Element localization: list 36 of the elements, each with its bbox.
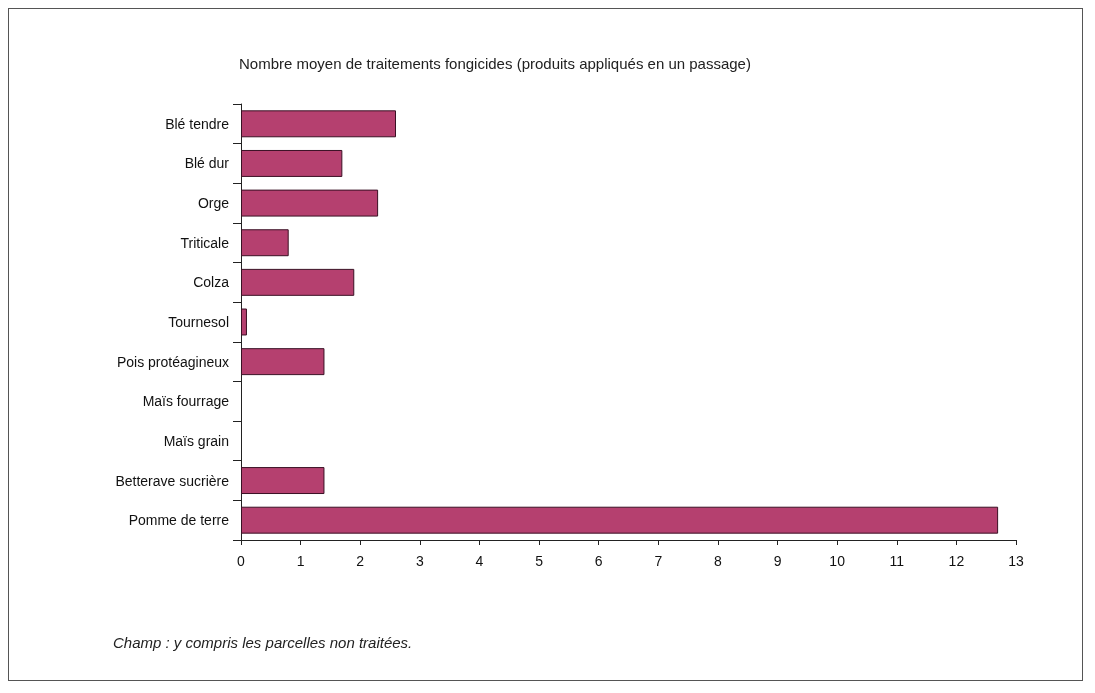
x-tick-label: 7 [654, 553, 663, 569]
y-tick-label: Maïs grain [163, 432, 229, 449]
chart-title: Nombre moyen de traitements fongicides (produits appliqués en un passage) [239, 55, 751, 72]
bar [241, 149, 343, 177]
x-tick-label: 3 [415, 553, 424, 569]
x-tick-label: 0 [237, 553, 246, 569]
y-tick-label: Blé tendre [165, 115, 230, 132]
bar [241, 268, 355, 296]
x-tick-label: 5 [535, 553, 544, 569]
y-tick-label: Pomme de terre [128, 512, 230, 529]
y-tick-label: Blé dur [184, 155, 230, 172]
x-tick-label: 8 [714, 553, 723, 569]
text: Champ : y compris les parcelles non traitées. [113, 634, 413, 651]
bar [241, 229, 289, 257]
x-tick-label: 6 [594, 553, 603, 569]
y-tick-label: Triticale [180, 234, 230, 251]
y-tick-label: Pois protéagineux [116, 353, 229, 370]
x-tick-label: 1 [296, 553, 305, 569]
x-tick-label: 10 [829, 553, 846, 569]
x-tick-label: 12 [948, 553, 965, 569]
bar [241, 467, 325, 495]
x-tick-label: 13 [1008, 553, 1024, 569]
bar [241, 110, 396, 138]
y-tick-label: Orge [197, 195, 230, 212]
y-tick-label: Betterave sucrière [115, 472, 230, 489]
bar [241, 348, 325, 376]
x-tick-label: 4 [475, 553, 484, 569]
x-tick-label: 9 [773, 553, 782, 569]
x-tick-label: 11 [889, 553, 905, 569]
bar [241, 308, 247, 336]
x-tick-label: 2 [356, 553, 365, 569]
bar [241, 189, 379, 217]
y-tick-label: Maïs fourrage [142, 393, 230, 410]
bar [241, 506, 999, 534]
y-tick-label: Colza [193, 274, 230, 291]
y-tick-label: Tournesol [168, 314, 229, 330]
